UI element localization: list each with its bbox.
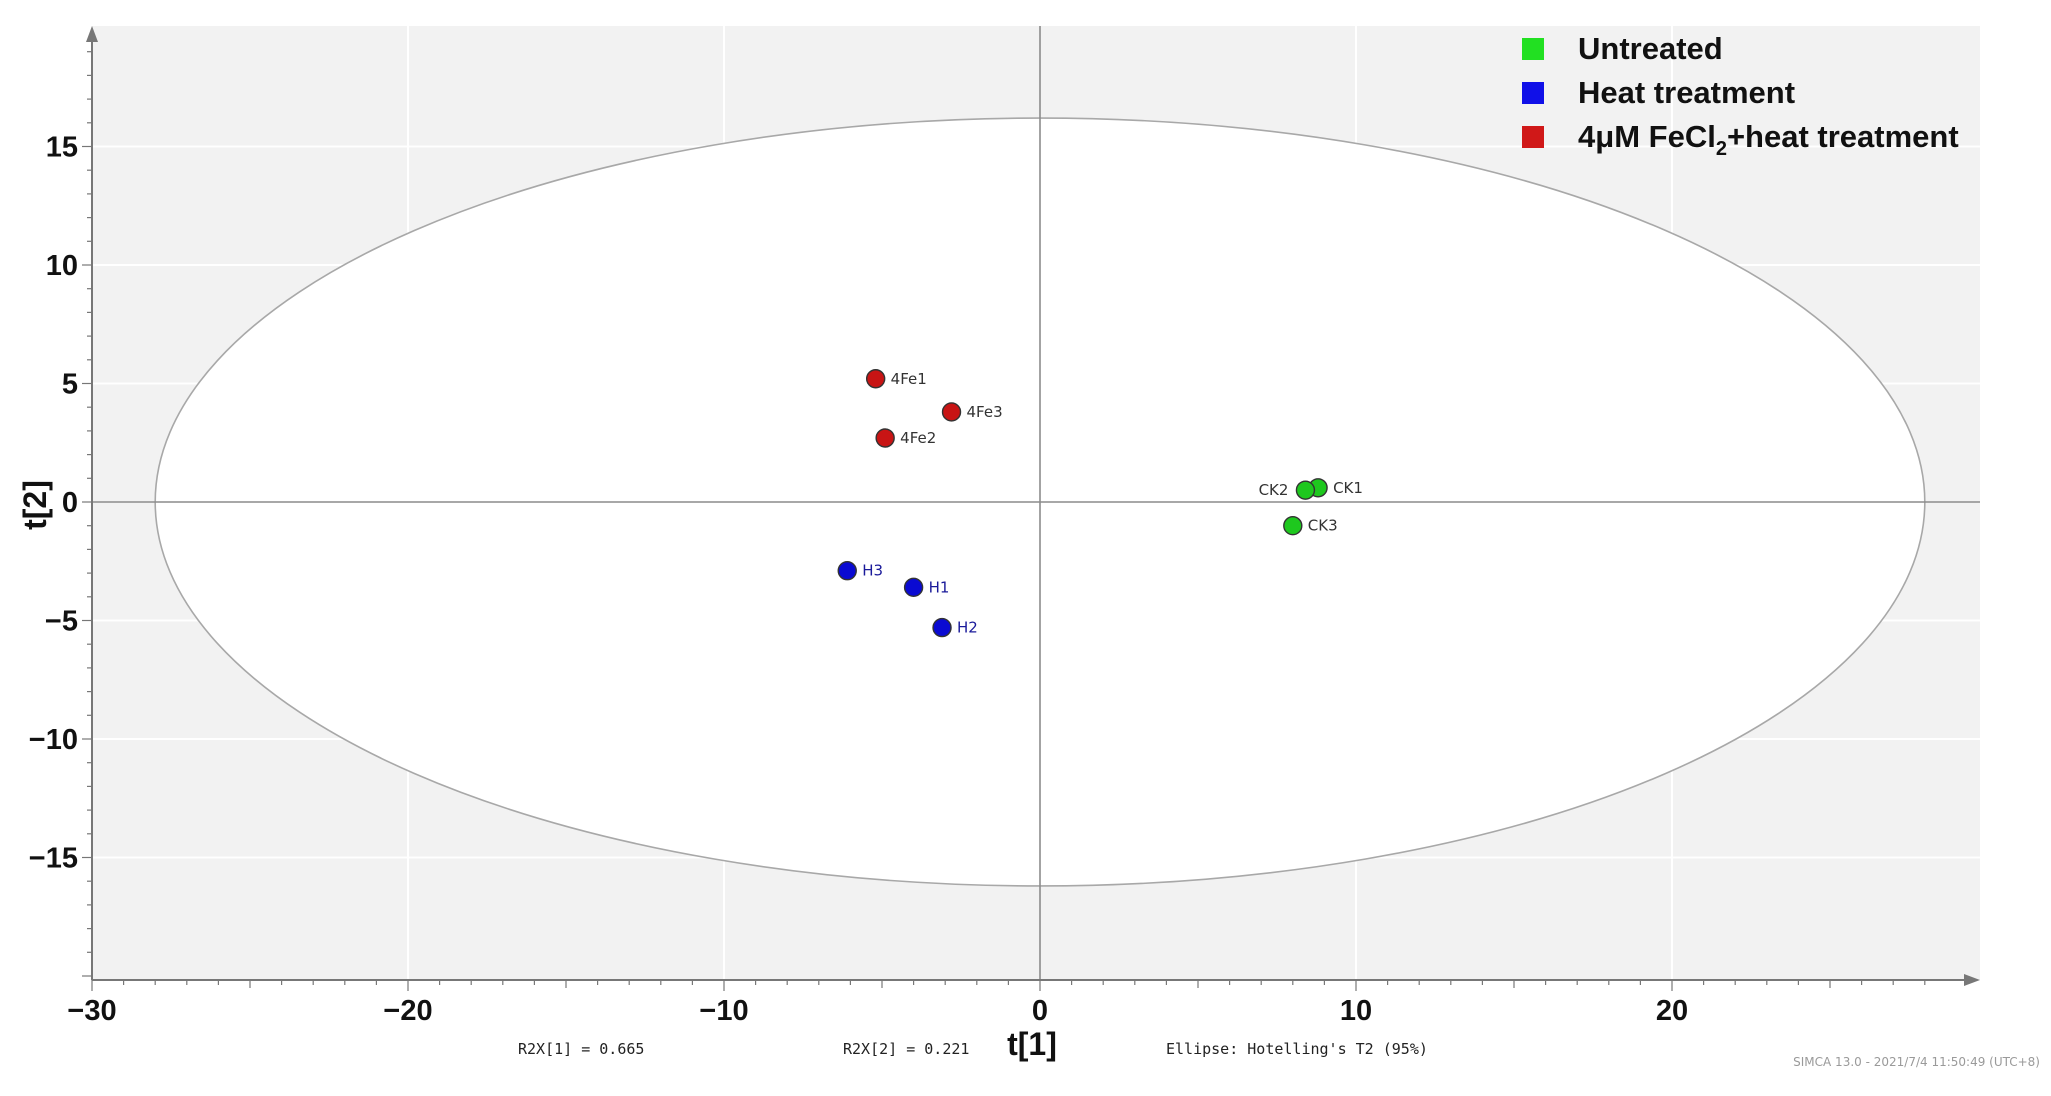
point-h3 (837, 561, 857, 581)
point-4fe1 (865, 369, 886, 389)
software-watermark: SIMCA 13.0 - 2021/7/4 11:50:49 (UTC+8) (1793, 1055, 2040, 1069)
y-tick-label: 5 (62, 369, 78, 401)
x-axis-arrow (1964, 974, 1980, 986)
y-tick-label: −5 (45, 606, 78, 638)
point-label-4fe3: 4Fe3 (967, 403, 1003, 421)
x-tick-label: 20 (1656, 995, 1688, 1027)
point-h1 (903, 577, 924, 598)
y-axis-title: t[2] (17, 480, 53, 530)
ellipse-annotation: Ellipse: Hotelling's T2 (95%) (1166, 1040, 1428, 1058)
y-tick-label: 10 (46, 250, 78, 282)
point-label-h1: H1 (929, 578, 950, 596)
x-tick-label: −20 (383, 995, 432, 1027)
legend-label-untreated: Untreated (1578, 31, 1723, 66)
x-tick-label: 0 (1032, 995, 1048, 1027)
y-tick-label: 15 (46, 132, 78, 164)
point-4fe2 (875, 428, 895, 448)
point-ck3 (1283, 516, 1303, 536)
point-ck2 (1295, 480, 1316, 500)
x-tick-label: 10 (1340, 995, 1372, 1027)
zero-lines (92, 26, 1980, 980)
x-axis-title: t[1] (1007, 1026, 1057, 1062)
r2x2-annotation: R2X[2] = 0.221 (843, 1040, 969, 1058)
point-label-ck3: CK3 (1308, 517, 1338, 535)
y-tick-label: −15 (29, 843, 78, 875)
x-tick-label: −30 (67, 995, 116, 1027)
r2x1-annotation: R2X[1] = 0.665 (518, 1040, 644, 1058)
x-tick-labels: −30 −20 −10 0 10 20 (67, 995, 1688, 1027)
point-4fe3 (941, 402, 962, 422)
y-tick-label: 0 (62, 487, 78, 519)
point-label-h3: H3 (862, 562, 883, 580)
legend-label-fecl2: 4μM FeCl2+heat treatment (1578, 119, 1959, 160)
axes (82, 26, 1980, 991)
point-label-ck2: CK2 (1259, 481, 1289, 499)
legend: Untreated Heat treatment 4μM FeCl2+heat … (1522, 31, 1959, 160)
legend-label-heat: Heat treatment (1578, 75, 1795, 110)
y-tick-label: −10 (29, 724, 78, 756)
point-label-4fe2: 4Fe2 (900, 429, 936, 447)
point-label-4fe1: 4Fe1 (891, 370, 927, 388)
point-h2 (932, 617, 952, 638)
x-tick-label: −10 (699, 995, 748, 1027)
data-points: CK1 CK2 CK3 H1 H2 H3 4Fe1 4Fe2 4Fe3 (837, 369, 1363, 638)
legend-swatch-heat (1522, 82, 1544, 104)
legend-swatch-untreated (1522, 38, 1544, 60)
point-label-h2: H2 (957, 619, 978, 637)
y-axis-arrow (86, 26, 98, 42)
point-label-ck1: CK1 (1333, 479, 1363, 497)
y-tick-labels: −15 −10 −5 0 5 10 15 (29, 132, 78, 875)
legend-swatch-fecl2 (1522, 126, 1544, 148)
